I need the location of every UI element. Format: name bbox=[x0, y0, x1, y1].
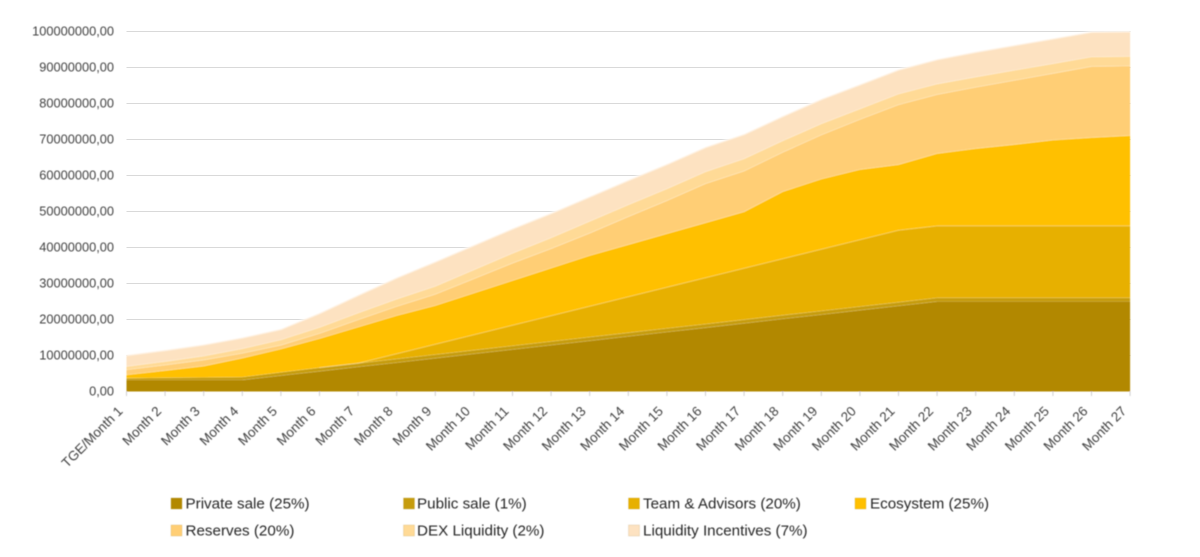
svg-text:80000000,00: 80000000,00 bbox=[39, 96, 114, 111]
svg-text:70000000,00: 70000000,00 bbox=[39, 132, 114, 147]
svg-text:Reserves (20%): Reserves (20%) bbox=[186, 523, 295, 540]
svg-text:0,00: 0,00 bbox=[89, 384, 114, 399]
svg-text:Private sale (25%): Private sale (25%) bbox=[186, 496, 310, 513]
svg-text:40000000,00: 40000000,00 bbox=[39, 240, 114, 255]
svg-text:Liquidity Incentives (7%): Liquidity Incentives (7%) bbox=[643, 523, 808, 540]
svg-text:60000000,00: 60000000,00 bbox=[39, 168, 114, 183]
svg-text:Team & Advisors (20%): Team & Advisors (20%) bbox=[643, 496, 801, 513]
svg-text:Public sale (1%): Public sale (1%) bbox=[417, 496, 527, 513]
svg-text:10000000,00: 10000000,00 bbox=[39, 348, 114, 363]
svg-text:30000000,00: 30000000,00 bbox=[39, 276, 114, 291]
svg-text:DEX Liquidity (2%): DEX Liquidity (2%) bbox=[417, 523, 544, 540]
svg-text:50000000,00: 50000000,00 bbox=[39, 204, 114, 219]
svg-text:Ecosystem (25%): Ecosystem (25%) bbox=[870, 496, 989, 513]
svg-text:20000000,00: 20000000,00 bbox=[39, 312, 114, 327]
svg-text:100000000,00: 100000000,00 bbox=[32, 24, 114, 39]
svg-text:90000000,00: 90000000,00 bbox=[39, 60, 114, 75]
